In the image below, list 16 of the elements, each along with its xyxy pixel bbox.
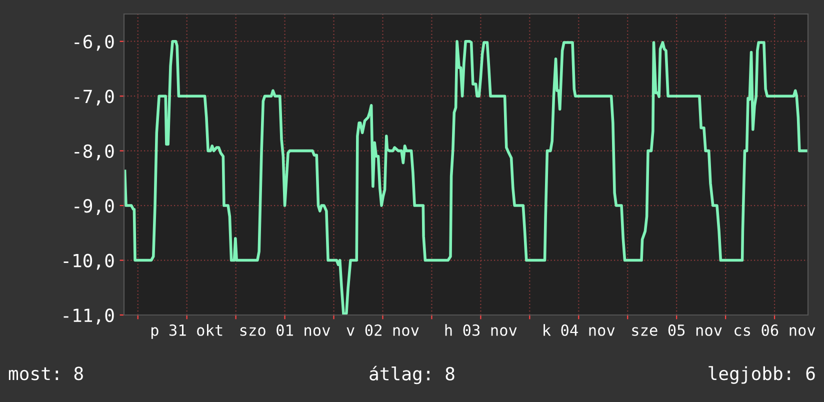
y-tick-label: -8,0 <box>74 144 114 160</box>
text: átlag: 8 <box>370 366 454 384</box>
text: most: 8 <box>8 366 83 380</box>
x-tick-label: szo 01 nov <box>240 324 330 336</box>
y-tick-label: -10,0 <box>64 254 114 270</box>
text: legjobb: 6 <box>708 366 815 384</box>
x-tick-label: p 31 okt <box>151 324 222 339</box>
y-tick-label: -9,0 <box>74 199 114 215</box>
x-tick-label: v 02 nov <box>346 324 419 336</box>
x-tick-label: cs 06 nov <box>734 324 816 336</box>
x-tick-label: k 04 nov <box>544 324 615 336</box>
y-tick-label: -7,0 <box>74 90 114 106</box>
y-tick-label: -11,0 <box>64 308 114 324</box>
x-tick-label: sze 05 nov <box>632 324 722 336</box>
y-tick-label: -6,0 <box>74 34 114 51</box>
x-tick-label: h 03 nov <box>445 324 517 336</box>
